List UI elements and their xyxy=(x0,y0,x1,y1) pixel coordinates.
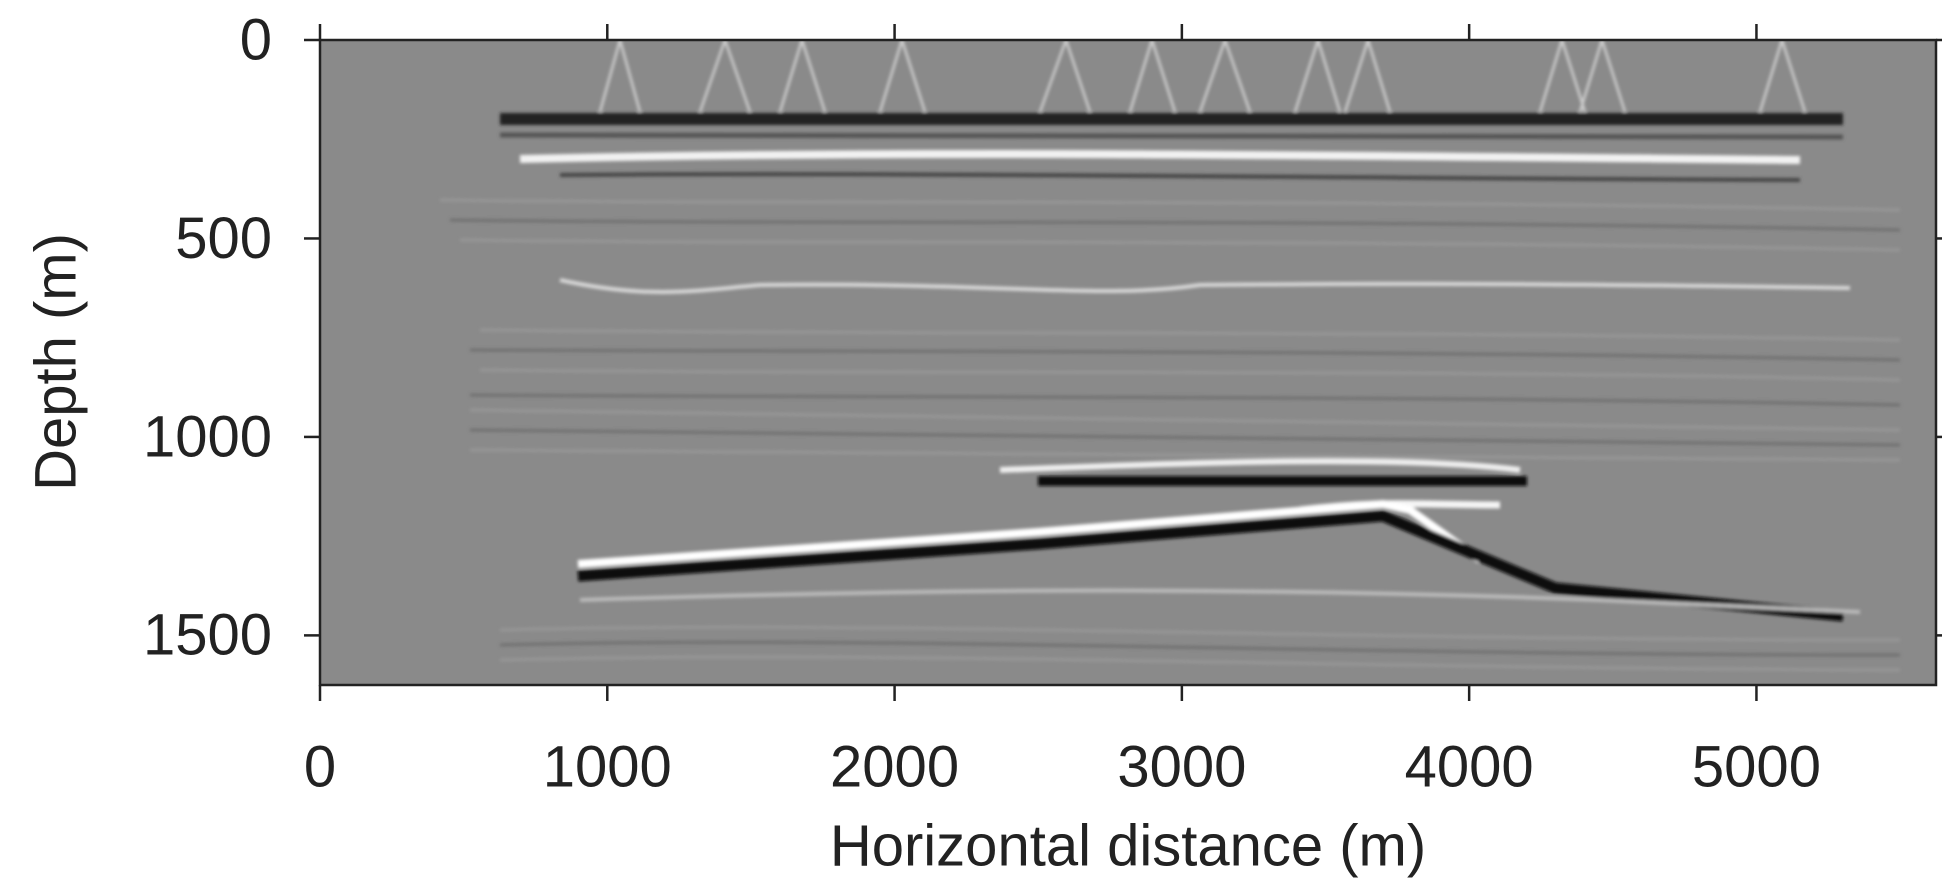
plot-frame xyxy=(318,38,1938,687)
x-tick-label: 4000 xyxy=(1405,734,1534,799)
y-tick-label: 0 xyxy=(240,7,272,72)
x-tick-label: 3000 xyxy=(1117,734,1246,799)
x-axis-label: Horizontal distance (m) xyxy=(830,813,1426,878)
x-tick-label: 2000 xyxy=(830,734,959,799)
seismic-image xyxy=(439,40,1901,672)
y-axis-label: Depth (m) xyxy=(23,233,88,491)
x-tick-label: 1000 xyxy=(543,734,672,799)
y-tick-label: 500 xyxy=(175,206,272,271)
y-tick-label: 1000 xyxy=(143,404,272,469)
x-tick-label: 5000 xyxy=(1692,734,1821,799)
y-tick-label: 1500 xyxy=(143,603,272,668)
x-tick-label: 0 xyxy=(304,734,336,799)
